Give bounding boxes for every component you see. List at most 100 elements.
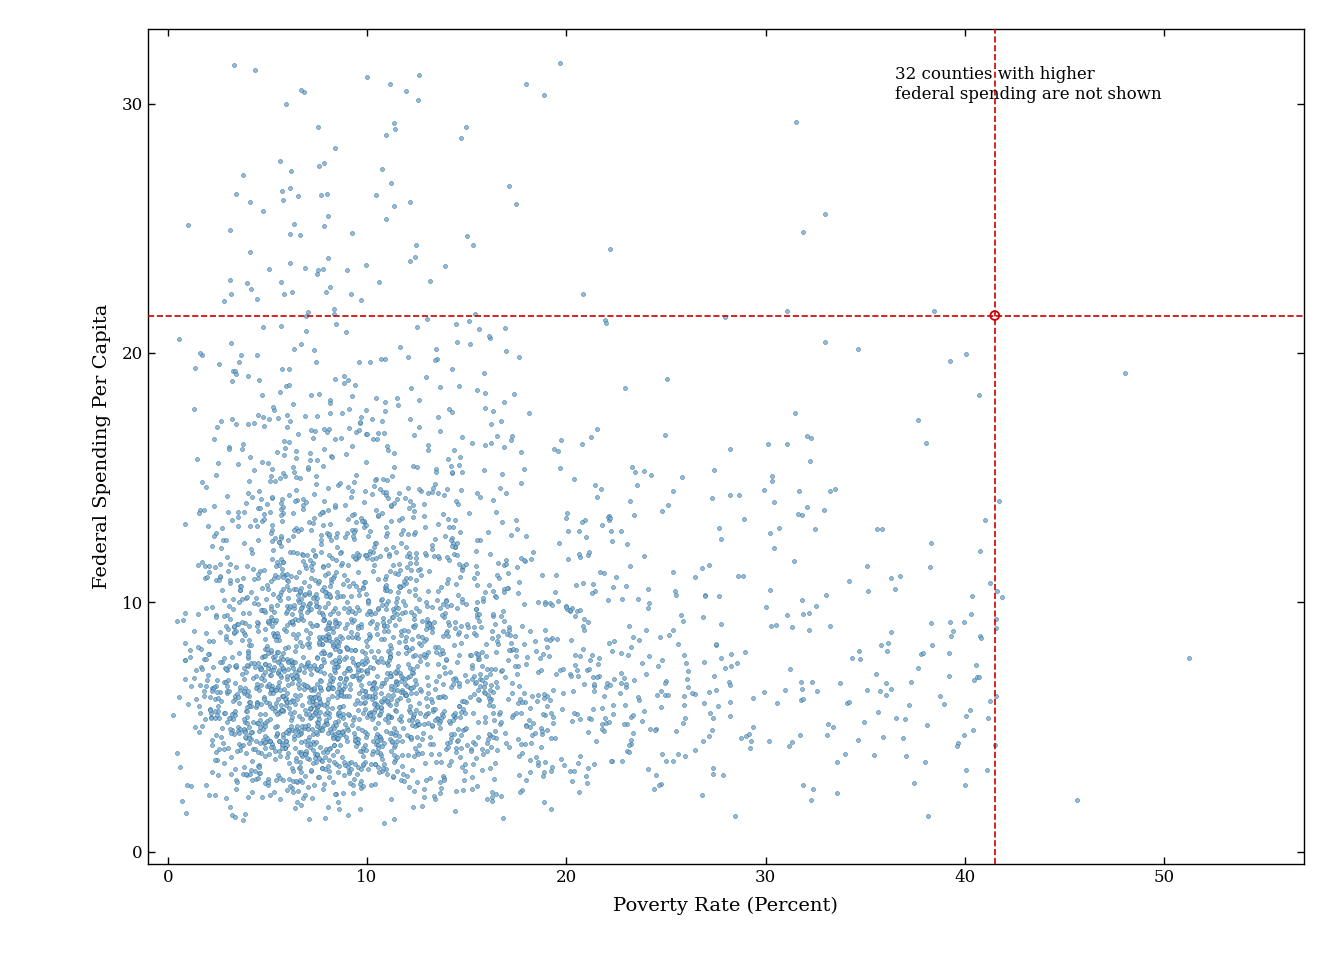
Point bbox=[290, 83, 312, 98]
Point bbox=[269, 384, 290, 399]
Point bbox=[200, 703, 222, 718]
Point bbox=[261, 610, 282, 625]
Point bbox=[414, 519, 435, 535]
Point bbox=[310, 752, 332, 767]
Point bbox=[444, 726, 465, 741]
Point bbox=[395, 570, 417, 586]
Point bbox=[355, 754, 376, 769]
Point bbox=[266, 554, 288, 569]
Point bbox=[314, 566, 336, 582]
Point bbox=[472, 746, 493, 761]
Point bbox=[250, 661, 271, 677]
Point bbox=[271, 688, 293, 704]
Point bbox=[313, 579, 335, 594]
Point bbox=[418, 486, 439, 501]
Point bbox=[792, 777, 813, 792]
Point bbox=[265, 628, 286, 643]
Point bbox=[333, 651, 355, 666]
Point bbox=[366, 536, 387, 551]
Point bbox=[306, 599, 328, 614]
Point bbox=[337, 480, 359, 495]
Point bbox=[254, 718, 276, 733]
Point bbox=[200, 710, 222, 726]
Point bbox=[314, 631, 336, 646]
Point bbox=[324, 653, 345, 668]
Point bbox=[564, 647, 586, 662]
Point bbox=[224, 691, 246, 707]
Point bbox=[208, 556, 230, 571]
Point bbox=[386, 594, 407, 610]
Point bbox=[415, 594, 437, 610]
Point bbox=[223, 625, 245, 640]
Point bbox=[785, 405, 806, 420]
Point bbox=[380, 682, 402, 697]
Point bbox=[344, 642, 366, 658]
Point bbox=[559, 603, 581, 618]
Point bbox=[581, 647, 602, 662]
Point bbox=[598, 513, 620, 528]
Point bbox=[656, 372, 677, 387]
Point bbox=[423, 613, 445, 629]
Point bbox=[302, 555, 324, 570]
Point bbox=[511, 550, 532, 565]
Point bbox=[359, 626, 380, 641]
Point bbox=[555, 600, 577, 615]
Point bbox=[468, 651, 489, 666]
Point bbox=[462, 435, 484, 450]
Point bbox=[235, 627, 257, 642]
Point bbox=[259, 711, 281, 727]
Point bbox=[598, 508, 620, 523]
Point bbox=[466, 577, 488, 592]
Point bbox=[290, 611, 312, 626]
Point bbox=[254, 775, 276, 790]
Point bbox=[332, 699, 353, 714]
Point bbox=[380, 640, 402, 656]
Point bbox=[277, 578, 298, 593]
Point bbox=[198, 647, 219, 662]
Point bbox=[246, 697, 267, 712]
Point bbox=[317, 617, 339, 633]
Point bbox=[324, 714, 345, 730]
Point bbox=[602, 707, 624, 722]
Point bbox=[489, 714, 511, 730]
Point bbox=[469, 532, 491, 547]
Point bbox=[343, 524, 364, 540]
Point bbox=[266, 644, 288, 660]
Point bbox=[266, 696, 288, 711]
Point bbox=[409, 419, 430, 434]
Point bbox=[366, 431, 387, 446]
Point bbox=[352, 757, 374, 773]
Point bbox=[320, 722, 341, 737]
Point bbox=[298, 639, 320, 655]
Point bbox=[464, 570, 485, 586]
Point bbox=[310, 532, 332, 547]
Point bbox=[245, 668, 266, 684]
Point bbox=[282, 655, 304, 670]
Point bbox=[323, 737, 344, 753]
Point bbox=[247, 566, 269, 582]
Point bbox=[407, 563, 429, 578]
Point bbox=[386, 750, 407, 765]
Point bbox=[259, 698, 281, 713]
Point bbox=[351, 616, 372, 632]
Point bbox=[445, 493, 466, 509]
Point bbox=[352, 668, 374, 684]
Point bbox=[398, 500, 419, 516]
Point bbox=[286, 483, 308, 498]
Point bbox=[405, 250, 426, 265]
Point bbox=[297, 718, 319, 733]
Point bbox=[372, 414, 394, 429]
Point bbox=[437, 614, 458, 630]
Point bbox=[677, 663, 699, 679]
Point bbox=[413, 508, 434, 523]
Point bbox=[355, 737, 376, 753]
Point bbox=[474, 399, 496, 415]
Point bbox=[460, 741, 481, 756]
Point bbox=[371, 695, 392, 710]
Point bbox=[390, 691, 411, 707]
Point bbox=[188, 724, 210, 739]
Point bbox=[310, 187, 332, 203]
Point bbox=[327, 689, 348, 705]
Point bbox=[312, 517, 333, 533]
Point bbox=[595, 675, 617, 690]
